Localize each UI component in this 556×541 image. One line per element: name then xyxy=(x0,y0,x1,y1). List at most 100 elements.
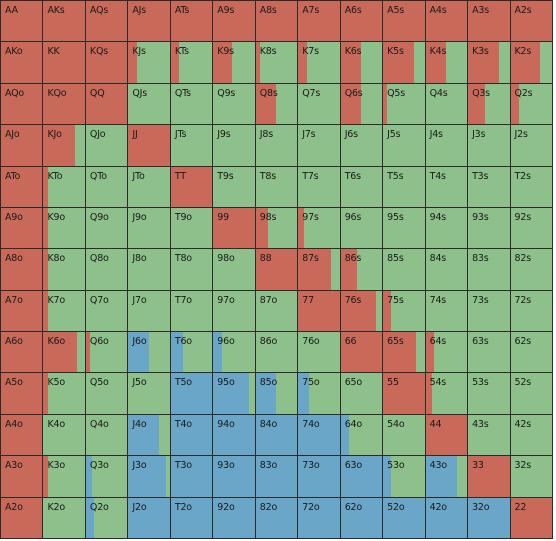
hand-cell-T4s[interactable]: T4s xyxy=(425,166,469,208)
hand-cell-K6o[interactable]: K6o xyxy=(43,332,86,374)
hand-cell-QQ[interactable]: QQ xyxy=(85,83,129,126)
hand-cell-T5o[interactable]: T5o xyxy=(170,373,214,415)
hand-cell-JTs[interactable]: JTs xyxy=(170,125,214,167)
hand-cell-76o[interactable]: 76o xyxy=(298,332,341,374)
hand-cell-53s[interactable]: 53s xyxy=(468,373,511,415)
hand-cell-K2o[interactable]: K2o xyxy=(43,497,86,539)
hand-cell-Q8s[interactable]: Q8s xyxy=(255,83,299,126)
hand-cell-Q6s[interactable]: Q6s xyxy=(340,83,384,126)
hand-cell-AJs[interactable]: AJs xyxy=(128,1,171,43)
hand-cell-84o[interactable]: 84o xyxy=(255,414,299,457)
hand-cell-62o[interactable]: 62o xyxy=(340,497,384,539)
hand-cell-73o[interactable]: 73o xyxy=(298,456,341,498)
hand-cell-82o[interactable]: 82o xyxy=(255,497,299,539)
hand-cell-84s[interactable]: 84s xyxy=(425,249,469,291)
hand-cell-K6s[interactable]: K6s xyxy=(340,42,384,84)
hand-cell-ATo[interactable]: ATo xyxy=(1,166,44,208)
hand-cell-K4s[interactable]: K4s xyxy=(425,42,469,84)
hand-cell-J4s[interactable]: J4s xyxy=(425,125,469,167)
hand-cell-54o[interactable]: 54o xyxy=(383,414,426,457)
hand-cell-T2o[interactable]: T2o xyxy=(170,497,214,539)
hand-cell-87o[interactable]: 87o xyxy=(255,290,299,333)
hand-cell-42o[interactable]: 42o xyxy=(425,497,469,539)
hand-cell-43s[interactable]: 43s xyxy=(468,414,511,457)
hand-cell-72s[interactable]: 72s xyxy=(510,290,553,333)
hand-cell-75o[interactable]: 75o xyxy=(298,373,341,415)
hand-cell-54s[interactable]: 54s xyxy=(425,373,469,415)
hand-cell-J8s[interactable]: J8s xyxy=(255,125,299,167)
hand-cell-82s[interactable]: 82s xyxy=(510,249,553,291)
hand-cell-AQs[interactable]: AQs xyxy=(85,1,129,43)
hand-cell-Q4s[interactable]: Q4s xyxy=(425,83,469,126)
hand-cell-42s[interactable]: 42s xyxy=(510,414,553,457)
hand-cell-AA[interactable]: AA xyxy=(1,1,44,43)
hand-cell-86s[interactable]: 86s xyxy=(340,249,384,291)
hand-cell-J9s[interactable]: J9s xyxy=(213,125,256,167)
hand-cell-JJ[interactable]: JJ xyxy=(128,125,171,167)
hand-cell-Q2s[interactable]: Q2s xyxy=(510,83,553,126)
hand-cell-T2s[interactable]: T2s xyxy=(510,166,553,208)
hand-cell-J5s[interactable]: J5s xyxy=(383,125,426,167)
hand-cell-K7o[interactable]: K7o xyxy=(43,290,86,333)
hand-cell-Q9o[interactable]: Q9o xyxy=(85,207,129,250)
hand-cell-K9s[interactable]: K9s xyxy=(213,42,256,84)
hand-cell-44[interactable]: 44 xyxy=(425,414,469,457)
hand-cell-Q3s[interactable]: Q3s xyxy=(468,83,511,126)
hand-cell-AKo[interactable]: AKo xyxy=(1,42,44,84)
hand-cell-J6o[interactable]: J6o xyxy=(128,332,171,374)
hand-cell-A6o[interactable]: A6o xyxy=(1,332,44,374)
hand-cell-J3s[interactable]: J3s xyxy=(468,125,511,167)
hand-cell-97s[interactable]: 97s xyxy=(298,207,341,250)
hand-cell-JTo[interactable]: JTo xyxy=(128,166,171,208)
hand-cell-ATs[interactable]: ATs xyxy=(170,1,214,43)
hand-cell-75s[interactable]: 75s xyxy=(383,290,426,333)
hand-cell-K5s[interactable]: K5s xyxy=(383,42,426,84)
hand-cell-83s[interactable]: 83s xyxy=(468,249,511,291)
hand-cell-AJo[interactable]: AJo xyxy=(1,125,44,167)
hand-cell-97o[interactable]: 97o xyxy=(213,290,256,333)
hand-cell-Q4o[interactable]: Q4o xyxy=(85,414,129,457)
hand-cell-AQo[interactable]: AQo xyxy=(1,83,44,126)
hand-cell-A8o[interactable]: A8o xyxy=(1,249,44,291)
hand-cell-A4s[interactable]: A4s xyxy=(425,1,469,43)
hand-cell-QTo[interactable]: QTo xyxy=(85,166,129,208)
hand-cell-88[interactable]: 88 xyxy=(255,249,299,291)
hand-cell-K2s[interactable]: K2s xyxy=(510,42,553,84)
hand-cell-J8o[interactable]: J8o xyxy=(128,249,171,291)
hand-cell-52o[interactable]: 52o xyxy=(383,497,426,539)
hand-cell-QTs[interactable]: QTs xyxy=(170,83,214,126)
hand-cell-J2o[interactable]: J2o xyxy=(128,497,171,539)
hand-cell-74s[interactable]: 74s xyxy=(425,290,469,333)
hand-cell-KTs[interactable]: KTs xyxy=(170,42,214,84)
hand-cell-J7o[interactable]: J7o xyxy=(128,290,171,333)
hand-cell-Q6o[interactable]: Q6o xyxy=(85,332,129,374)
hand-cell-92o[interactable]: 92o xyxy=(213,497,256,539)
hand-cell-53o[interactable]: 53o xyxy=(383,456,426,498)
hand-cell-K5o[interactable]: K5o xyxy=(43,373,86,415)
hand-cell-98s[interactable]: 98s xyxy=(255,207,299,250)
hand-cell-K9o[interactable]: K9o xyxy=(43,207,86,250)
hand-cell-76s[interactable]: 76s xyxy=(340,290,384,333)
hand-cell-J2s[interactable]: J2s xyxy=(510,125,553,167)
hand-cell-T6s[interactable]: T6s xyxy=(340,166,384,208)
hand-cell-KTo[interactable]: KTo xyxy=(43,166,86,208)
hand-cell-J6s[interactable]: J6s xyxy=(340,125,384,167)
hand-cell-T3o[interactable]: T3o xyxy=(170,456,214,498)
hand-cell-T5s[interactable]: T5s xyxy=(383,166,426,208)
hand-cell-65s[interactable]: 65s xyxy=(383,332,426,374)
hand-cell-K8s[interactable]: K8s xyxy=(255,42,299,84)
hand-cell-96s[interactable]: 96s xyxy=(340,207,384,250)
hand-cell-QJo[interactable]: QJo xyxy=(85,125,129,167)
hand-cell-KK[interactable]: KK xyxy=(43,42,86,84)
hand-cell-66[interactable]: 66 xyxy=(340,332,384,374)
hand-cell-J9o[interactable]: J9o xyxy=(128,207,171,250)
hand-cell-Q8o[interactable]: Q8o xyxy=(85,249,129,291)
hand-cell-63o[interactable]: 63o xyxy=(340,456,384,498)
hand-cell-A5s[interactable]: A5s xyxy=(383,1,426,43)
hand-cell-A7s[interactable]: A7s xyxy=(298,1,341,43)
hand-cell-64s[interactable]: 64s xyxy=(425,332,469,374)
hand-cell-Q3o[interactable]: Q3o xyxy=(85,456,129,498)
hand-cell-A2s[interactable]: A2s xyxy=(510,1,553,43)
hand-cell-TT[interactable]: TT xyxy=(170,166,214,208)
hand-cell-T3s[interactable]: T3s xyxy=(468,166,511,208)
